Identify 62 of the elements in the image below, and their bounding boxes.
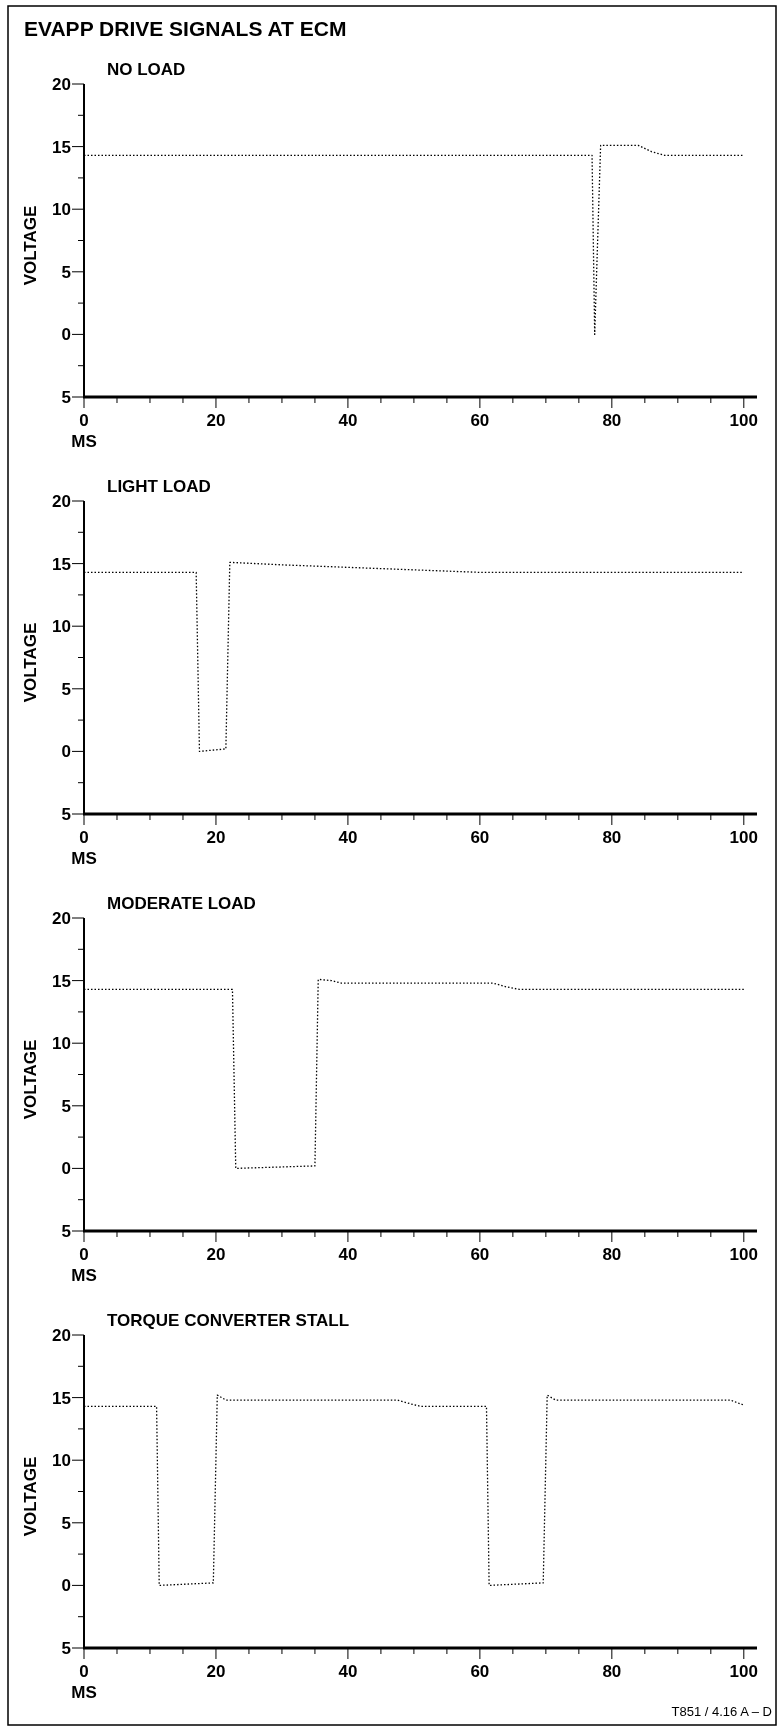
y-tick-label: 5 (61, 1096, 71, 1116)
x-axis-title: MS (71, 1683, 97, 1702)
y-tick-label: 5 (61, 387, 71, 407)
chart-subtitle: MODERATE LOAD (107, 894, 256, 913)
x-tick-label: 100 (729, 1662, 758, 1681)
chart-subtitle: NO LOAD (107, 60, 186, 79)
y-tick-label: 5 (61, 1638, 71, 1658)
x-tick-label: 100 (729, 828, 758, 847)
x-tick-label: 100 (729, 1245, 758, 1264)
x-tick-label: 60 (470, 411, 490, 430)
x-tick-label: 20 (206, 411, 226, 430)
y-axis-title: VOLTAGE (21, 205, 40, 286)
y-tick-label: 15 (52, 554, 71, 574)
y-tick-label: 5 (61, 804, 71, 824)
x-tick-label: 40 (338, 1662, 358, 1681)
x-tick-label: 80 (602, 828, 622, 847)
x-tick-label: 0 (79, 411, 89, 430)
x-tick-label: 60 (470, 1245, 490, 1264)
y-tick-label: 20 (52, 74, 71, 94)
y-tick-label: 20 (52, 1325, 71, 1345)
x-tick-label: 60 (470, 828, 490, 847)
x-axis-title: MS (71, 432, 97, 451)
y-tick-label: 15 (52, 971, 71, 991)
x-tick-label: 100 (729, 411, 758, 430)
y-tick-label: 10 (52, 617, 71, 637)
x-tick-label: 80 (602, 1662, 622, 1681)
y-tick-label: 0 (61, 325, 71, 345)
y-tick-label: 20 (52, 491, 71, 511)
x-tick-label: 80 (602, 1245, 622, 1264)
x-tick-label: 80 (602, 411, 622, 430)
chart-title: EVAPP DRIVE SIGNALS AT ECM (24, 17, 347, 40)
chart-subtitle: LIGHT LOAD (107, 477, 211, 496)
y-tick-label: 10 (52, 200, 71, 220)
y-tick-label: 5 (61, 679, 71, 699)
x-axis-title: MS (71, 1266, 97, 1285)
x-tick-label: 20 (206, 828, 226, 847)
y-tick-label: 0 (61, 1159, 71, 1179)
y-tick-label: 0 (61, 742, 71, 762)
y-tick-label: 15 (52, 1388, 71, 1408)
x-tick-label: 40 (338, 828, 358, 847)
y-tick-label: 10 (52, 1034, 71, 1054)
x-tick-label: 0 (79, 1245, 89, 1264)
x-tick-label: 0 (79, 828, 89, 847)
text: T851 / 4.16 A – D (671, 1704, 772, 1719)
y-tick-label: 5 (61, 1221, 71, 1241)
chart-subtitle: TORQUE CONVERTER STALL (107, 1311, 350, 1330)
x-tick-label: 20 (206, 1662, 226, 1681)
y-tick-label: 15 (52, 137, 71, 157)
x-tick-label: 20 (206, 1245, 226, 1264)
y-axis-title: VOLTAGE (21, 622, 40, 703)
y-tick-label: 0 (61, 1576, 71, 1596)
x-axis-title: MS (71, 849, 97, 868)
y-tick-label: 10 (52, 1451, 71, 1471)
y-tick-label: 20 (52, 908, 71, 928)
y-tick-label: 5 (61, 1513, 71, 1533)
y-axis-title: VOLTAGE (21, 1039, 40, 1120)
x-tick-label: 40 (338, 411, 358, 430)
x-tick-label: 40 (338, 1245, 358, 1264)
y-tick-label: 5 (61, 262, 71, 282)
x-tick-label: 60 (470, 1662, 490, 1681)
x-tick-label: 0 (79, 1662, 89, 1681)
y-axis-title: VOLTAGE (21, 1456, 40, 1537)
